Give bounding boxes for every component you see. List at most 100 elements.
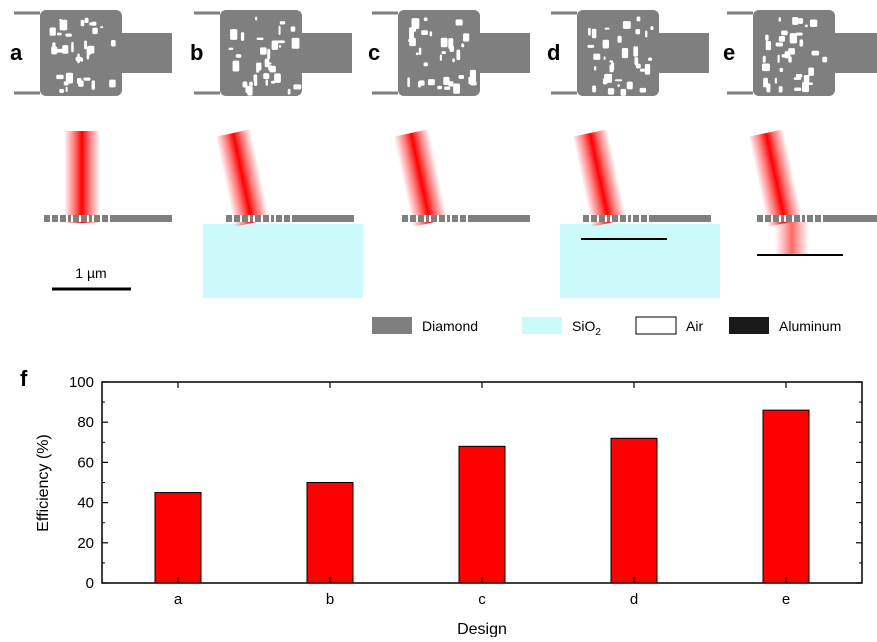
cross-section-gap xyxy=(71,215,73,222)
legend-label-diamond: Diamond xyxy=(422,318,478,334)
cross-section-gap xyxy=(424,215,426,222)
hole xyxy=(587,27,591,36)
cross-section-gap xyxy=(813,215,815,222)
cross-section-gap xyxy=(466,215,468,222)
hole xyxy=(256,37,264,41)
cross-section-gap xyxy=(274,215,276,222)
hole xyxy=(256,62,260,73)
waveguide xyxy=(302,33,352,73)
y-tick-label: 100 xyxy=(69,374,94,391)
hole xyxy=(804,24,808,28)
hole xyxy=(411,18,420,29)
bar-c xyxy=(458,445,506,584)
material-legend: Diamond SiO2 Air Aluminum xyxy=(372,316,841,338)
hole xyxy=(602,39,610,49)
cross-section-gap xyxy=(92,215,94,222)
laser-beam xyxy=(393,129,448,227)
y-tick-label: 20 xyxy=(77,535,94,552)
hole xyxy=(55,48,64,53)
hole xyxy=(591,28,597,39)
hole xyxy=(59,88,64,94)
hole xyxy=(49,27,56,36)
hole xyxy=(249,81,253,87)
bar-b xyxy=(306,482,354,584)
hole xyxy=(794,87,802,92)
cross-section-gap xyxy=(248,215,250,222)
hole xyxy=(111,40,116,47)
hole xyxy=(774,77,778,84)
cross-section-gap xyxy=(445,215,447,222)
hole xyxy=(765,34,769,41)
hole xyxy=(83,77,91,81)
hole xyxy=(592,85,597,93)
hole xyxy=(235,54,242,58)
hole xyxy=(788,48,796,55)
hole xyxy=(448,81,454,87)
hole xyxy=(421,30,428,36)
hole xyxy=(468,76,476,85)
hole xyxy=(408,38,412,43)
hole xyxy=(78,80,84,87)
hole xyxy=(274,73,281,83)
waveguide xyxy=(122,33,172,73)
hole xyxy=(409,30,414,40)
hole xyxy=(80,19,85,27)
cross-section-gap xyxy=(240,215,242,222)
hole xyxy=(84,40,88,50)
hole xyxy=(811,50,820,56)
cross-section-gap xyxy=(779,215,781,222)
transmitted-beam xyxy=(775,222,809,255)
hole xyxy=(650,26,654,31)
hole xyxy=(603,56,606,60)
hole xyxy=(52,42,56,47)
hole xyxy=(765,41,772,51)
hole xyxy=(644,64,651,75)
hole xyxy=(803,74,810,84)
y-tick-label: 40 xyxy=(77,495,94,512)
cross-section-gap xyxy=(232,215,234,222)
laser-beam xyxy=(64,131,100,223)
hole xyxy=(84,17,89,24)
hole xyxy=(230,29,238,40)
hole xyxy=(799,39,804,47)
device-top-view xyxy=(398,10,480,96)
hole xyxy=(617,84,621,87)
waveguide xyxy=(659,33,709,73)
x-tick-label-d: d xyxy=(630,591,638,608)
hole xyxy=(778,17,782,22)
sio2-substrate xyxy=(203,224,363,298)
bar-d xyxy=(610,437,658,584)
design-panel-c: c xyxy=(368,10,530,227)
hole xyxy=(648,57,653,61)
hole xyxy=(59,18,62,21)
hole xyxy=(635,28,641,35)
sio2-substrate xyxy=(560,224,720,298)
hole xyxy=(778,36,786,42)
hole xyxy=(265,79,268,86)
laser-beam xyxy=(215,129,270,227)
cross-section-gap xyxy=(792,215,794,222)
waveguide xyxy=(480,33,530,73)
cross-section-gap xyxy=(87,215,89,222)
hole xyxy=(268,65,273,71)
hole xyxy=(415,52,419,56)
hole xyxy=(604,27,610,30)
cross-section-gap xyxy=(610,215,612,222)
device-top-view xyxy=(40,10,122,96)
hole xyxy=(620,88,627,96)
cross-section-gap xyxy=(647,215,649,222)
panel-letter-b: b xyxy=(190,40,203,65)
hole xyxy=(423,62,428,67)
hole xyxy=(775,42,783,47)
cross-section-gap xyxy=(79,215,81,222)
cross-section-gap xyxy=(437,215,439,222)
bar-a xyxy=(154,492,202,584)
hole xyxy=(62,45,69,54)
hole xyxy=(634,57,639,66)
x-tick-label-b: b xyxy=(326,591,334,608)
hole xyxy=(278,45,282,48)
cross-section-gap xyxy=(597,215,599,222)
cross-section-gap xyxy=(639,215,641,222)
design-panel-e: e xyxy=(723,10,877,256)
